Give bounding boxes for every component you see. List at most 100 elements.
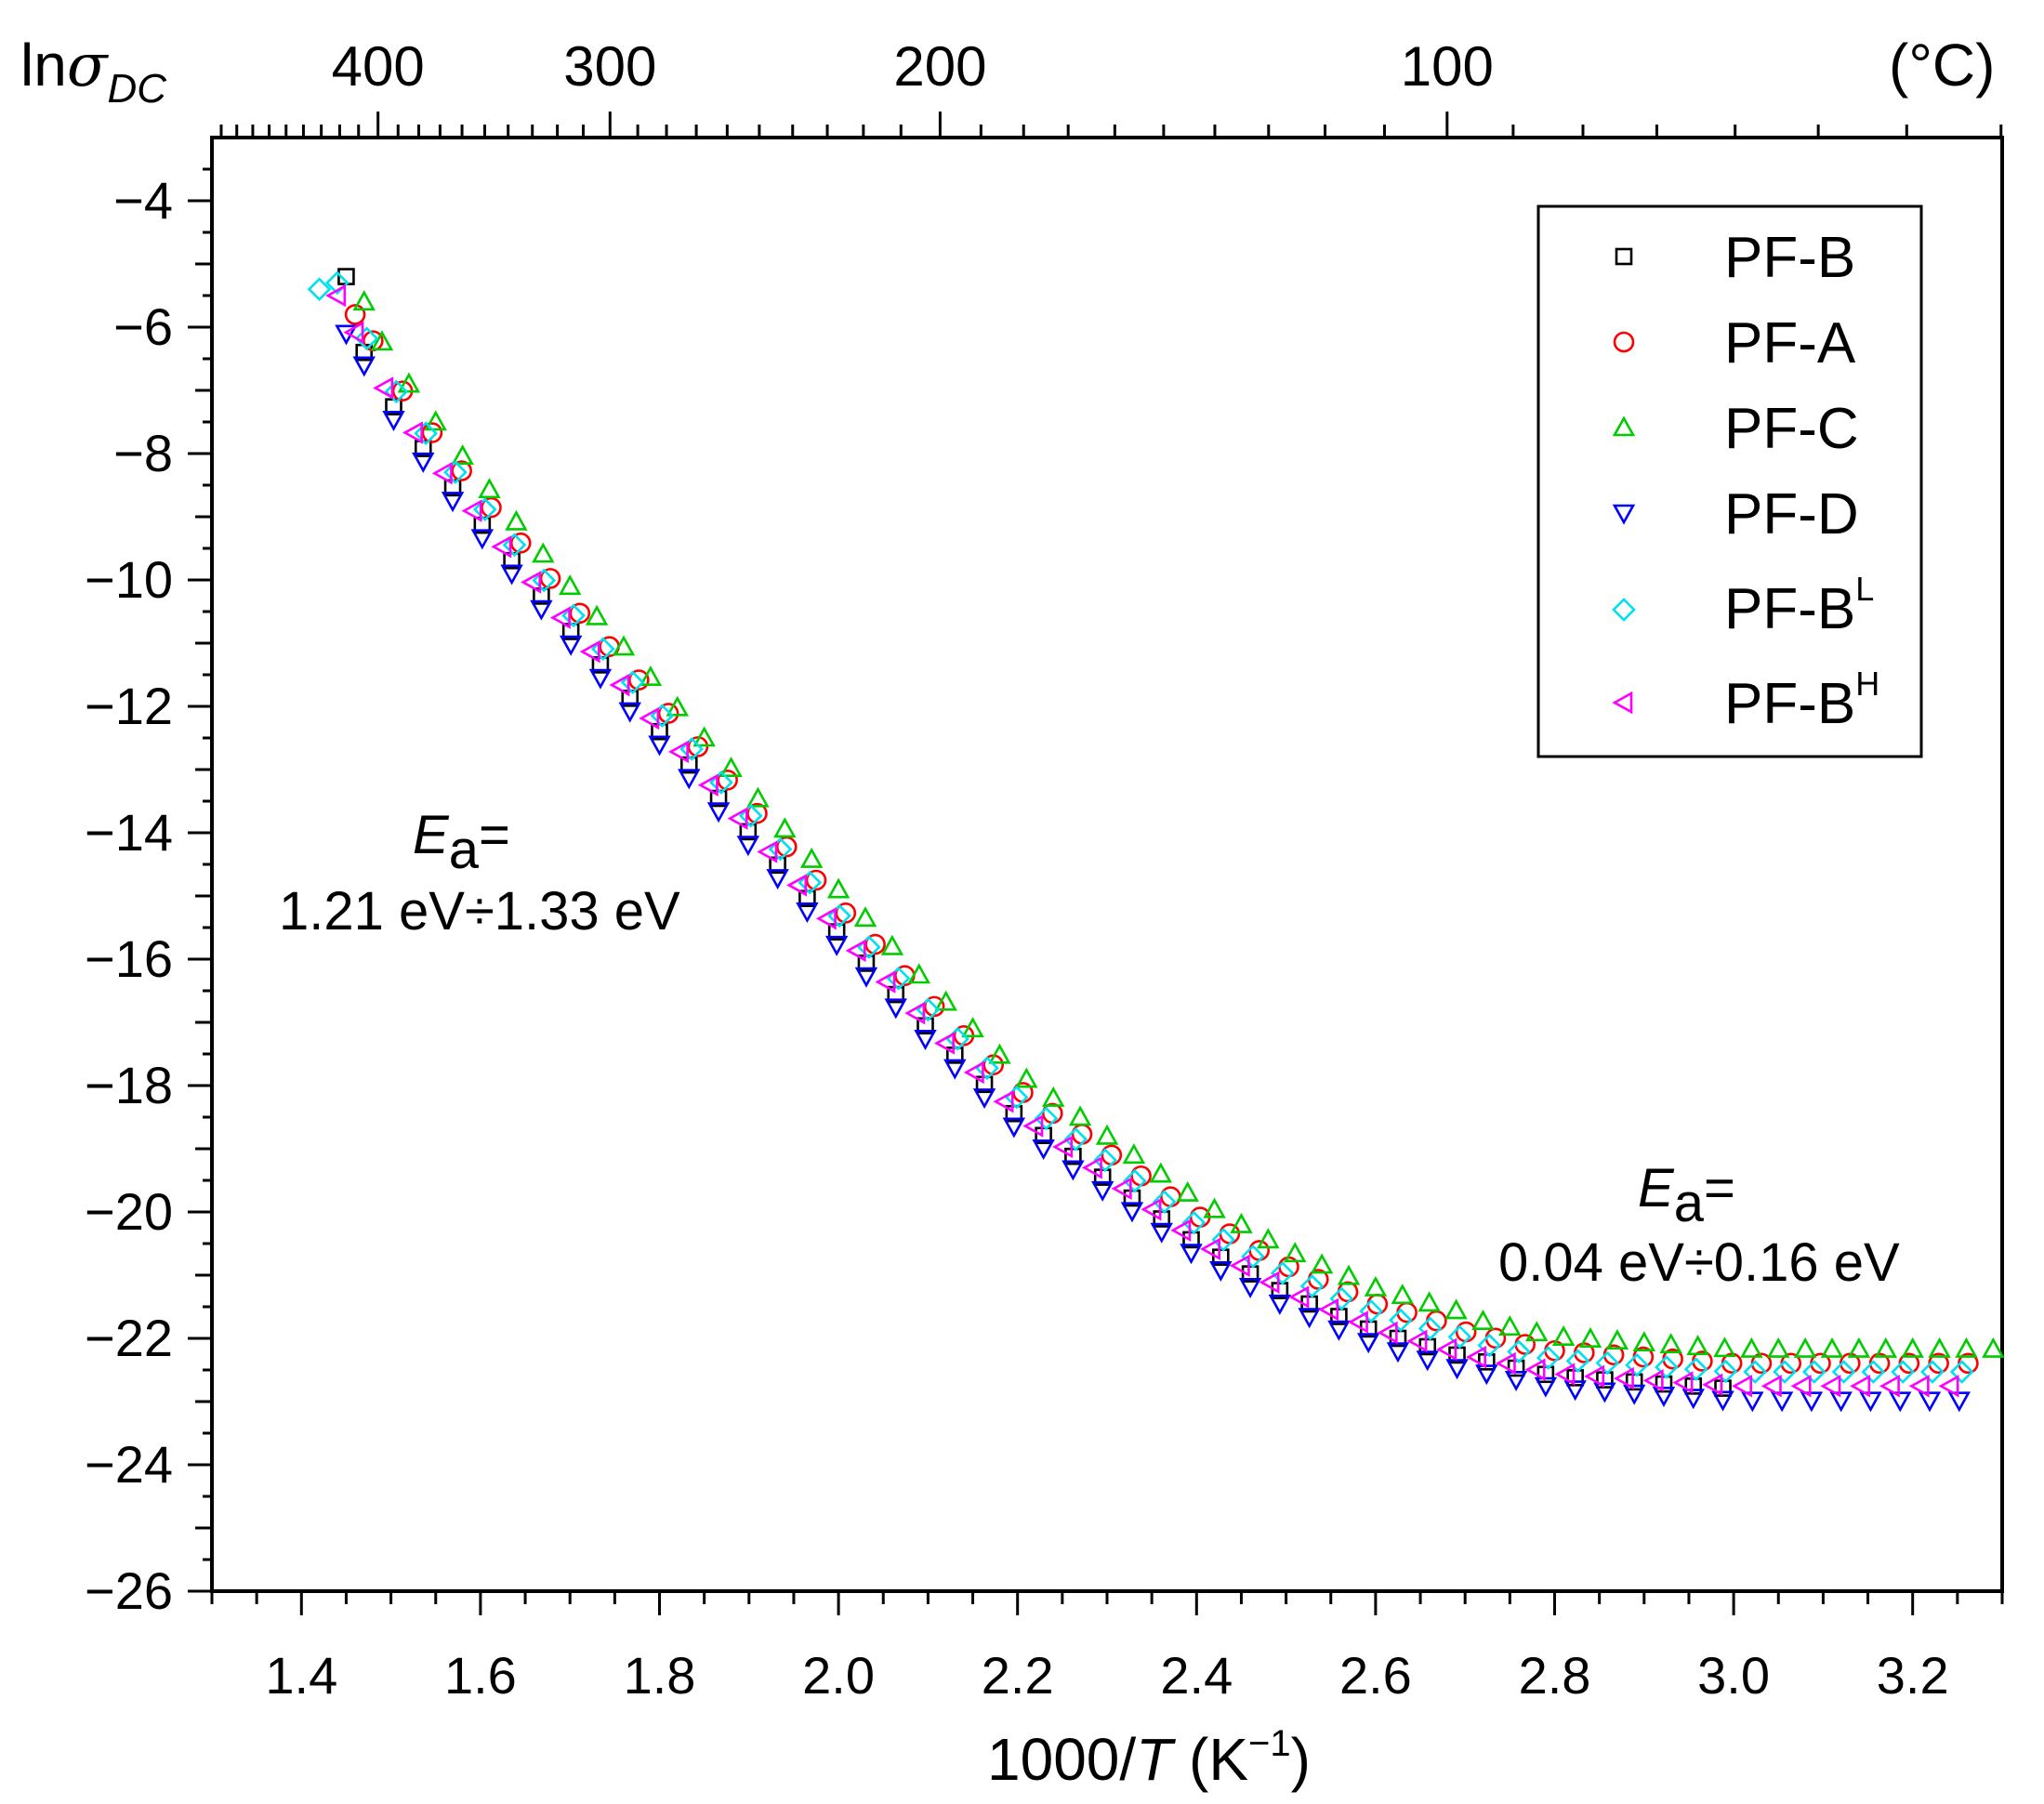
data-point [421,422,443,443]
data-point [461,499,482,522]
data-point [1536,1346,1561,1370]
data-point [1347,1310,1368,1334]
legend-label-pf-b: PF-B [1724,226,1855,290]
data-point [343,321,364,344]
data-point [532,568,557,593]
data-point [1554,1363,1576,1386]
data-point [1032,1139,1055,1160]
data-point [588,668,613,690]
data-point [1141,1198,1162,1221]
data-point [470,529,495,550]
data-point [845,939,866,963]
ea-low-eq: = [1704,1158,1735,1218]
data-point [1366,1293,1389,1315]
data-point [412,452,435,473]
y-tick-label: −12 [85,677,173,735]
data-point [1681,1389,1705,1410]
data-point [549,606,571,629]
ea-high-E: E [413,805,450,865]
data-point [1444,1298,1468,1320]
data-point [800,847,824,868]
data-point [1122,1143,1146,1165]
data-point [1241,1244,1265,1269]
legend-label-pf-bh: PF-BH [1724,665,1879,736]
legend-marker-pf-b [1615,247,1633,266]
data-point [1800,1391,1824,1413]
data-point [719,756,743,777]
data-point [1337,1281,1359,1303]
data-point [1625,1352,1649,1377]
data-point [1578,1327,1602,1348]
data-point [1356,1333,1380,1354]
data-point [1534,1376,1558,1398]
data-point [1271,1282,1289,1299]
y-tick-label: −26 [85,1561,173,1620]
data-point [1714,1379,1732,1397]
data-point [307,277,332,302]
data-point [1874,1337,1898,1358]
data-point [679,737,705,761]
data-point [1052,1135,1074,1159]
data-point [972,1088,996,1110]
data-point [827,903,851,928]
data-point [1081,1156,1102,1179]
data-point [424,410,447,431]
data-point [773,817,797,838]
ea-low-sub: a [1674,1173,1705,1233]
data-point [1847,1337,1871,1358]
data-point [1123,1168,1147,1193]
x-axis-label-pre: 1000/ [987,1726,1136,1793]
y-axis-label-sub: DC [108,66,168,112]
data-point [1176,1180,1199,1202]
data-point [1536,1365,1555,1384]
data-point [1426,1310,1447,1332]
data-point [934,990,957,1011]
data-point [1498,1315,1522,1337]
y-axis-label-ln: ln [20,32,67,99]
y-tick-label: −24 [85,1435,173,1494]
data-point [1471,1309,1495,1330]
data-point [414,421,438,446]
data-point [757,840,778,863]
data-point [1767,1337,1790,1358]
data-point [1199,1237,1220,1261]
data-point [344,304,366,325]
data-point [325,283,347,308]
data-point [1595,1350,1620,1376]
data-point [648,735,671,757]
data-point [796,902,819,923]
data-point [1229,1254,1250,1278]
y-tick-label: −18 [85,1056,173,1114]
top-axis-unit-label: (°C) [1889,32,1995,99]
data-point [1203,1197,1226,1218]
x-axis-label-close: ) [1291,1726,1311,1793]
data-point [933,1032,955,1055]
y-tick-label: −14 [85,803,173,862]
x-tick-label: 2.8 [1519,1646,1591,1705]
x-tick-label: 3.0 [1697,1646,1770,1705]
data-point [727,807,748,830]
y-tick-label: −16 [85,929,173,988]
data-point [1820,1337,1844,1358]
data-point [738,803,763,828]
data-point [1711,1390,1734,1412]
data-point [1327,1320,1351,1341]
data-point [1655,1355,1679,1379]
data-point [1773,1360,1797,1384]
data-point [1377,1321,1398,1345]
axis-ticks [188,112,2004,1615]
data-point [1908,1375,1930,1398]
data-point [521,571,542,594]
data-point [1889,1391,1912,1413]
data-point [798,870,823,895]
data-point [1386,1342,1410,1363]
data-point [1475,1364,1498,1386]
x-tick-label: 2.6 [1339,1646,1412,1705]
data-point [1584,1364,1605,1389]
data-point [1732,1375,1752,1398]
legend-markers [1612,247,1636,715]
data-point [558,574,582,596]
data-point [590,637,615,662]
data-point [1063,1126,1088,1152]
data-point [1672,1371,1694,1394]
